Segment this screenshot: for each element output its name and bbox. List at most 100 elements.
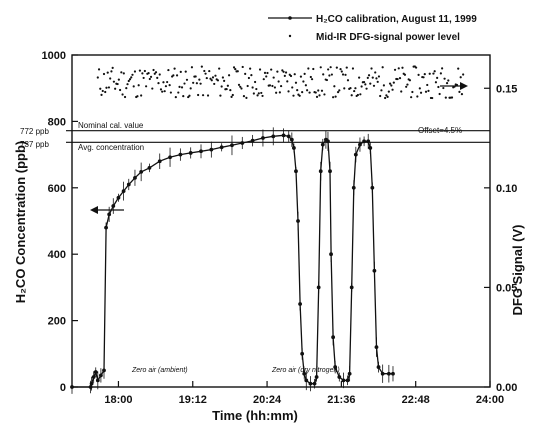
- dfg-point: [166, 80, 169, 84]
- dfg-point: [216, 79, 220, 82]
- dfg-point: [314, 91, 317, 94]
- dfg-point: [204, 72, 207, 75]
- dfg-point: [379, 94, 382, 98]
- dfg-point: [137, 84, 140, 87]
- dfg-point: [273, 86, 277, 89]
- dfg-point: [432, 72, 435, 75]
- dfg-point: [434, 81, 438, 84]
- y-right-tick-label: 0.05: [496, 282, 517, 294]
- dfg-point: [102, 72, 106, 76]
- dfg-point: [255, 87, 258, 91]
- dfg-point: [141, 72, 144, 75]
- dfg-point: [101, 89, 104, 93]
- y-left-tick-label: 400: [48, 249, 66, 261]
- dfg-point: [138, 69, 142, 72]
- dfg-point: [230, 95, 233, 98]
- dfg-point: [385, 94, 388, 97]
- dfg-point: [320, 89, 324, 92]
- dfg-point: [341, 73, 345, 76]
- dfg-point: [312, 67, 315, 71]
- dfg-point: [157, 82, 160, 85]
- dfg-point: [249, 67, 252, 70]
- nominal-tag: 772 ppb: [20, 127, 49, 136]
- dfg-point: [375, 77, 378, 80]
- dfg-point: [344, 73, 347, 76]
- dfg-point: [376, 80, 379, 83]
- dfg-point: [179, 70, 182, 73]
- dfg-point: [130, 76, 133, 79]
- dfg-point: [162, 81, 165, 84]
- dfg-point: [310, 78, 314, 81]
- dfg-point: [116, 82, 119, 86]
- dfg-point: [372, 84, 376, 87]
- dfg-point: [242, 94, 246, 98]
- avg-tag: 737 ppb: [20, 140, 49, 149]
- dfg-point: [437, 85, 440, 89]
- dfg-point: [359, 93, 362, 96]
- dfg-point: [246, 84, 249, 88]
- dfg-point: [172, 74, 175, 77]
- dfg-point: [462, 73, 465, 76]
- dfg-point: [185, 78, 189, 81]
- dfg-point: [459, 76, 462, 79]
- y-left-tick-label: 200: [48, 316, 66, 328]
- dfg-point: [441, 67, 444, 70]
- dfg-point: [206, 94, 210, 97]
- dfg-point: [203, 69, 206, 73]
- dfg-point: [329, 66, 332, 69]
- x-tick-label: 24:00: [476, 394, 504, 406]
- dfg-point: [427, 89, 430, 93]
- dfg-point: [133, 70, 137, 73]
- dfg-point: [109, 77, 112, 80]
- dfg-point: [302, 80, 305, 83]
- dfg-point: [174, 96, 177, 99]
- dfg-point: [293, 73, 296, 76]
- dfg-point: [205, 76, 208, 80]
- dfg-point: [177, 91, 180, 94]
- dfg-point: [457, 67, 460, 70]
- dfg-point: [374, 71, 377, 74]
- dfg-point: [280, 84, 283, 88]
- dfg-point: [345, 66, 348, 69]
- dfg-point: [333, 85, 336, 88]
- dfg-point: [199, 82, 202, 85]
- dfg-point: [271, 84, 274, 88]
- dfg-point: [219, 94, 222, 97]
- dfg-point: [284, 71, 288, 74]
- dfg-point: [112, 80, 116, 83]
- y-axis-left-title: H₂CO Concentration (ppb): [13, 141, 28, 303]
- dfg-point: [153, 72, 156, 75]
- dfg-point: [390, 84, 393, 87]
- dfg-point: [152, 68, 155, 72]
- dfg-point: [455, 83, 459, 87]
- dfg-point: [458, 90, 461, 93]
- dfg-point: [221, 76, 224, 79]
- x-tick-label: 20:24: [253, 394, 282, 406]
- dfg-point: [319, 66, 322, 69]
- dfg-point: [114, 87, 117, 90]
- dfg-point: [223, 79, 226, 83]
- annotations: 772 ppb 737 ppb Nominal cal. value Avg. …: [20, 121, 462, 374]
- dfg-point: [365, 87, 368, 90]
- dfg-point: [371, 76, 374, 79]
- dfg-point: [265, 75, 268, 78]
- dfg-point: [277, 80, 280, 83]
- dfg-point: [241, 65, 244, 69]
- x-tick-label: 21:36: [327, 394, 355, 406]
- dfg-point: [110, 70, 113, 73]
- dfg-point: [291, 86, 294, 89]
- dfg-scatter: [96, 65, 465, 100]
- dfg-point: [406, 83, 409, 86]
- dfg-point: [97, 68, 101, 71]
- x-tick-label: 18:00: [104, 394, 132, 406]
- axis-ticks: 18:00 19:12 20:24 21:36 22:48 24:00 0 200 400 600…: [42, 50, 518, 406]
- dfg-point: [236, 70, 239, 73]
- dfg-point: [387, 90, 390, 93]
- dfg-point: [125, 87, 128, 90]
- dfg-point: [278, 91, 281, 94]
- dfg-point: [346, 79, 350, 82]
- dfg-point: [126, 83, 129, 86]
- dfg-point: [381, 66, 384, 69]
- dfg-point: [213, 82, 216, 86]
- dfg-point: [415, 66, 418, 69]
